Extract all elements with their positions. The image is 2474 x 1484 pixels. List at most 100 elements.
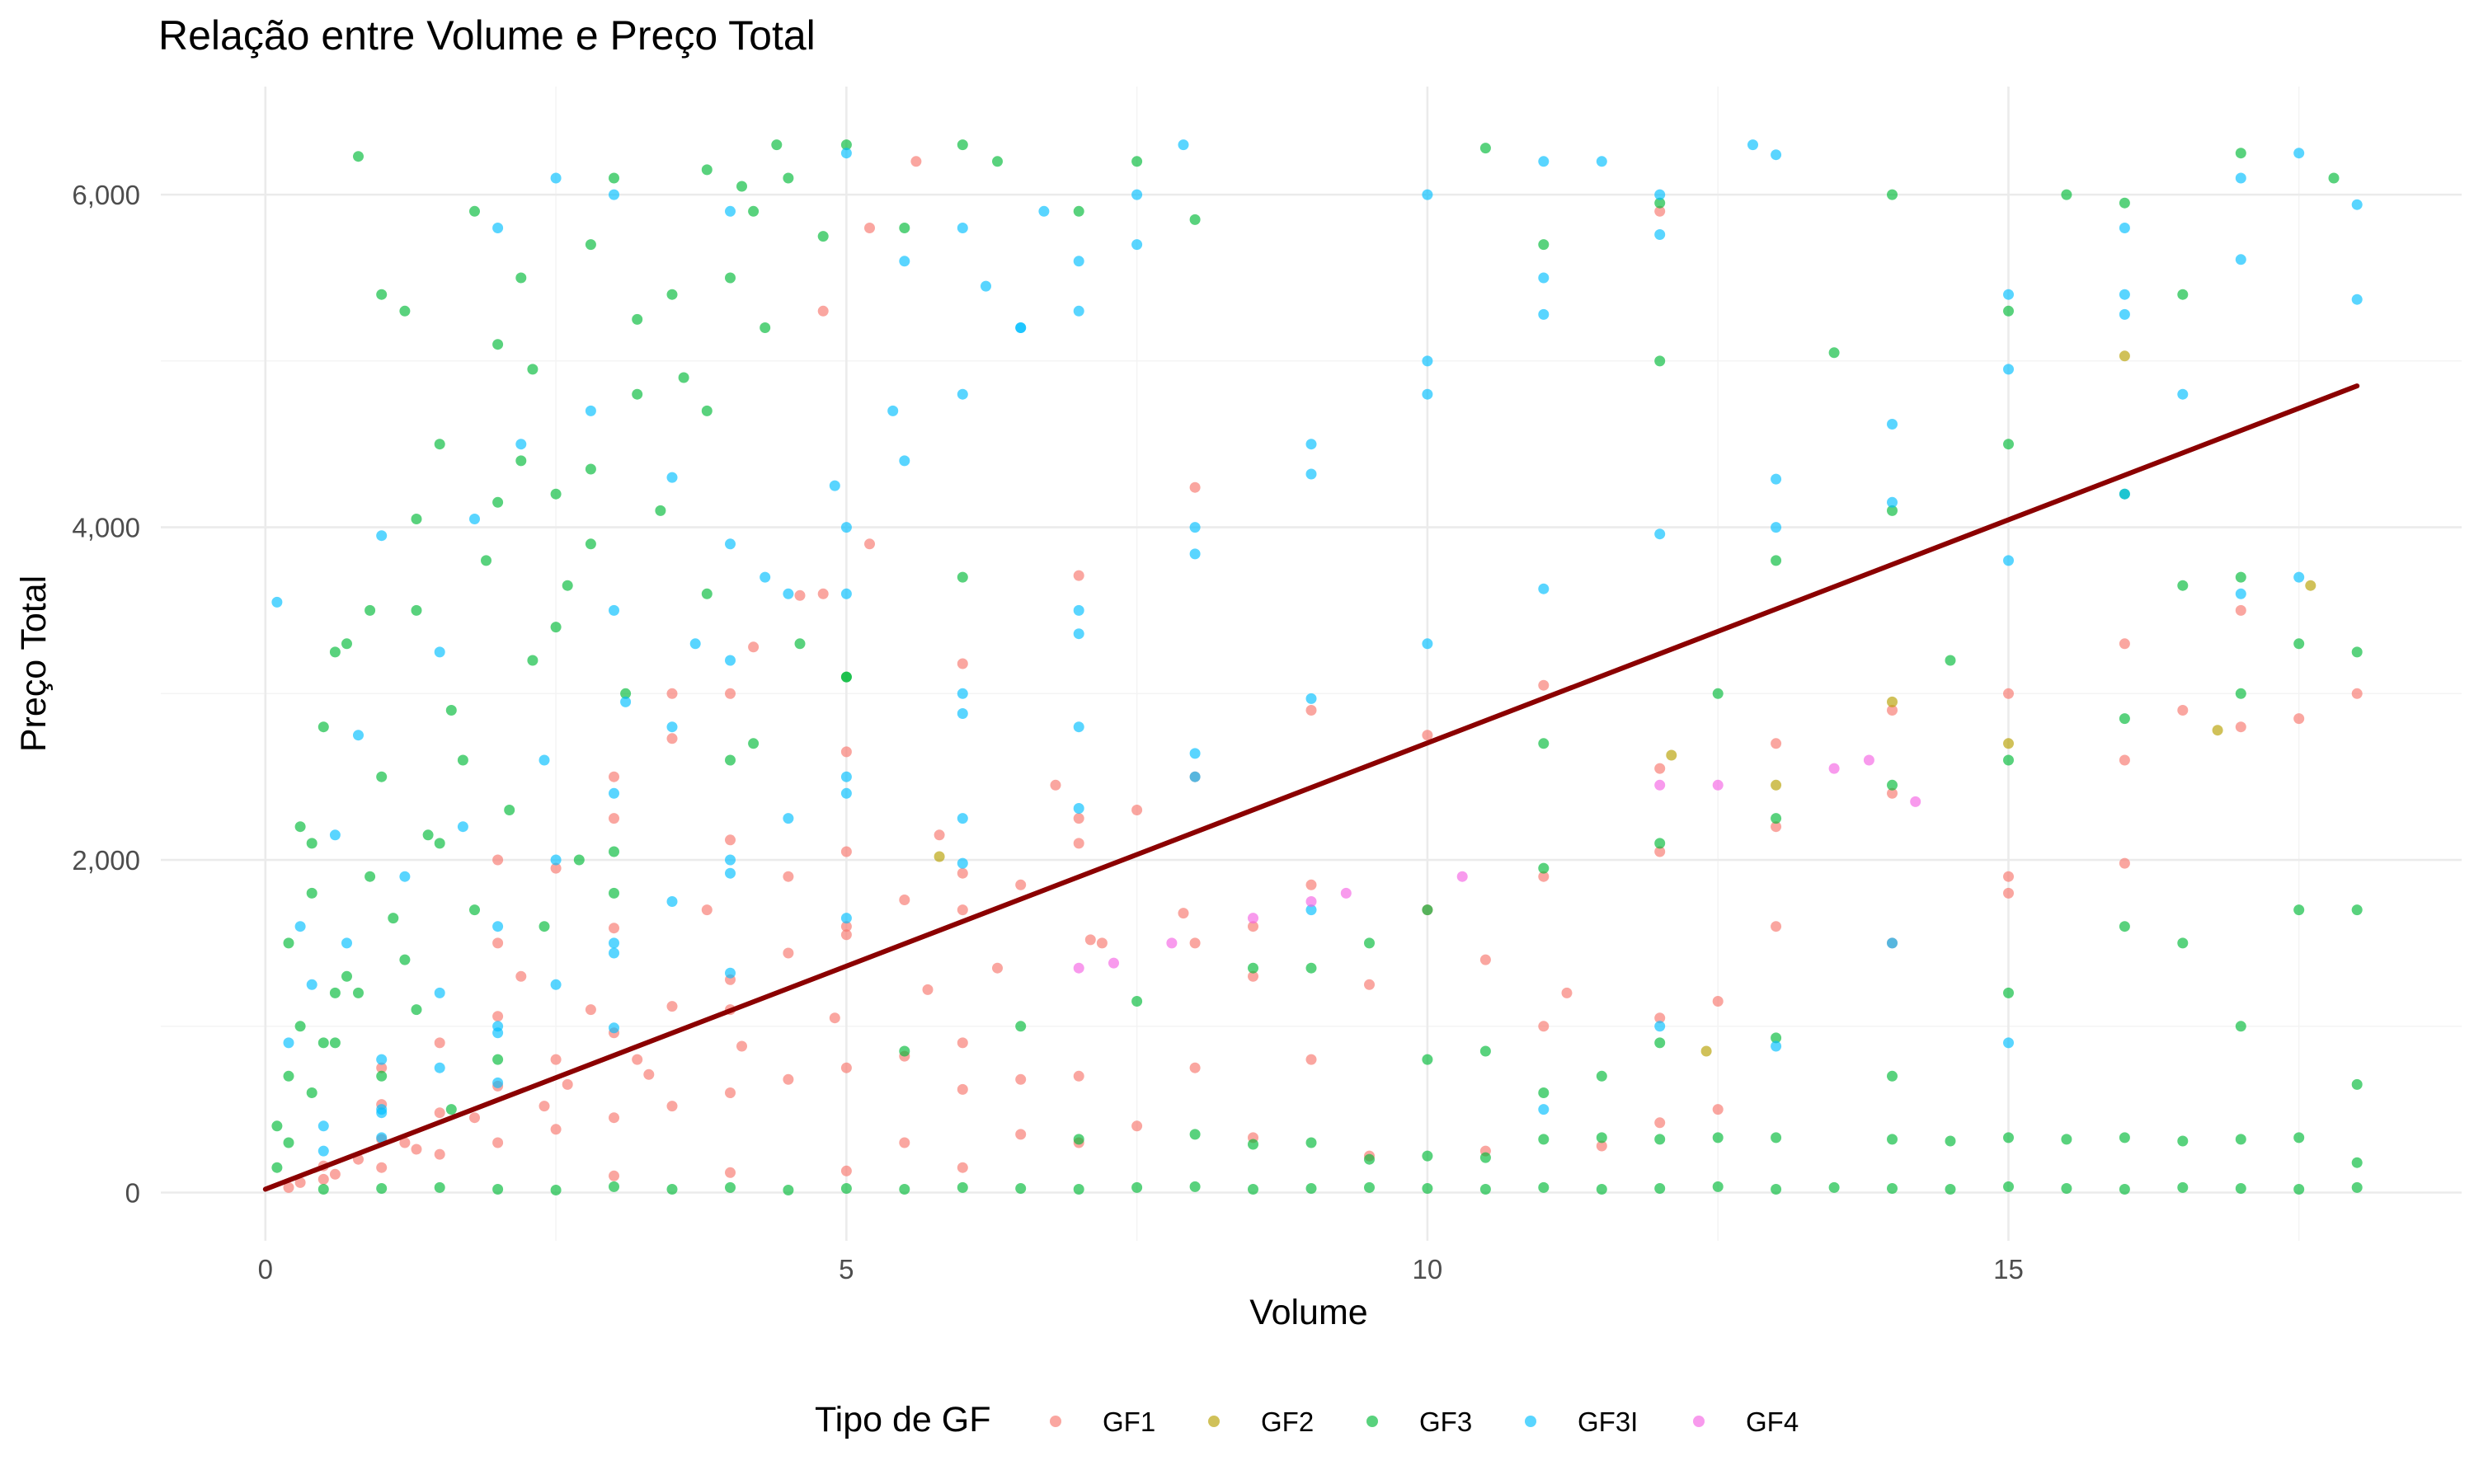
data-point-gf1 [1561, 987, 1573, 998]
data-point-gf3 [840, 1183, 852, 1194]
data-point-gf1 [2003, 887, 2014, 899]
data-point-gf3 [2235, 688, 2246, 699]
data-point-gf1 [539, 1101, 550, 1112]
data-point-gf3 [1015, 1021, 1027, 1032]
data-point-gf3 [1538, 1087, 1550, 1098]
data-point-gf3 [365, 871, 376, 882]
legend-items: GF1 GF2 GF3 GF3I GF4 [1050, 1407, 1799, 1437]
data-point-gf3 [434, 838, 445, 849]
data-point-gf3i [2293, 571, 2305, 583]
y-tick-label: 2,000 [72, 845, 140, 876]
data-point-gf3 [840, 139, 852, 151]
data-point-gf3i [1887, 496, 1898, 508]
data-point-gf1 [817, 588, 829, 599]
data-point-gf3 [1596, 1132, 1607, 1144]
legend-label-gf3: GF3 [1419, 1407, 1472, 1437]
data-point-gf3 [271, 1120, 283, 1132]
data-point-gf3 [2235, 1021, 2246, 1032]
data-point-gf3i [725, 538, 736, 550]
data-point-gf1 [1596, 1140, 1607, 1152]
data-point-gf3 [1945, 1135, 1956, 1147]
data-point-gf1 [1015, 1073, 1027, 1085]
data-point-gf4 [1248, 913, 1258, 924]
data-point-gf3i [306, 979, 317, 990]
data-point-gf3i [2003, 364, 2014, 375]
data-point-gf3 [760, 322, 771, 333]
data-point-gf3i [1654, 229, 1666, 240]
data-point-gf1 [725, 1167, 736, 1178]
data-point-gf3 [1189, 1181, 1201, 1192]
data-point-gf3 [2003, 754, 2014, 766]
data-point-gf3 [899, 1184, 910, 1195]
data-point-gf1 [899, 1137, 910, 1148]
data-point-gf3i [1073, 628, 1084, 640]
data-point-gf3 [353, 987, 364, 998]
data-point-gf3i [725, 967, 736, 979]
data-point-gf3 [1364, 937, 1375, 949]
data-point-gf1 [1073, 570, 1084, 581]
data-point-gf3 [1887, 1070, 1898, 1082]
data-point-gf3 [1887, 189, 1898, 200]
data-point-gf1 [1654, 205, 1666, 217]
data-point-gf3i [341, 937, 352, 949]
data-point-gf3 [329, 987, 341, 998]
data-point-gf1 [957, 658, 968, 669]
data-point-gf3i [434, 646, 445, 658]
data-point-gf3 [2235, 1134, 2246, 1145]
data-point-gf3i [1189, 748, 1201, 759]
data-point-gf3i [294, 921, 306, 932]
data-point-gf3 [562, 580, 573, 591]
data-point-gf3 [585, 239, 596, 251]
x-axis-title: Volume [1249, 1293, 1367, 1332]
data-point-gf1 [1189, 937, 1201, 949]
data-point-gf3 [1654, 1037, 1666, 1049]
data-point-gf3 [539, 921, 550, 932]
data-point-gf1 [469, 1112, 480, 1124]
data-point-gf3i [609, 1022, 619, 1034]
data-point-gf1 [2003, 871, 2014, 882]
data-point-gf1 [666, 1001, 678, 1012]
data-point-gf3i [783, 588, 794, 599]
data-point-gf3 [294, 1021, 306, 1032]
data-point-gf2 [1700, 1045, 1712, 1057]
data-point-gf3i [1015, 322, 1027, 333]
data-point-gf3i [1771, 149, 1782, 161]
legend-key-gf2 [1208, 1416, 1220, 1427]
data-point-gf3 [899, 223, 910, 233]
data-point-gf2 [934, 851, 945, 862]
data-point-gf1 [492, 1011, 504, 1022]
data-point-gf3 [294, 821, 306, 833]
data-point-gf3 [632, 313, 643, 325]
data-point-gf3 [1422, 1150, 1433, 1162]
data-point-gf1 [1654, 1012, 1666, 1024]
data-point-gf3 [317, 1184, 329, 1195]
data-point-gf3 [1945, 655, 1956, 666]
data-point-gf3i [1596, 156, 1607, 167]
data-point-gf3i [840, 522, 852, 533]
data-point-gf3 [527, 655, 539, 666]
data-point-gf3 [445, 705, 457, 716]
data-point-gf3i [1305, 904, 1317, 916]
data-point-gf3i [1538, 583, 1550, 594]
data-point-gf1 [283, 1181, 294, 1193]
data-point-gf3i [783, 813, 794, 824]
data-point-gf3 [434, 1181, 445, 1193]
data-point-gf3i [2177, 388, 2189, 400]
data-point-gf3i [840, 771, 852, 782]
data-point-gf3i [2119, 488, 2130, 500]
data-point-gf3 [899, 1045, 910, 1057]
data-point-gf1 [666, 688, 678, 699]
data-point-gf3 [445, 1104, 457, 1115]
data-point-gf3i [666, 896, 678, 907]
data-point-gf1 [1178, 908, 1189, 919]
data-point-gf3i [1422, 189, 1433, 200]
data-point-gf3i [725, 867, 736, 879]
data-point-gf3 [701, 588, 713, 599]
data-point-gf3i [1887, 419, 1898, 430]
data-point-gf1 [840, 921, 852, 932]
data-point-gf3 [1771, 1184, 1782, 1195]
data-point-gf1 [957, 1037, 968, 1049]
data-point-gf1 [725, 834, 736, 846]
data-point-gf3 [2061, 1134, 2072, 1145]
